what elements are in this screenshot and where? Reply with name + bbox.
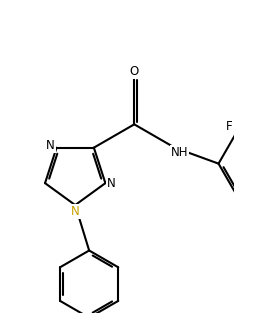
Text: NH: NH xyxy=(171,146,188,159)
Text: N: N xyxy=(46,139,55,152)
Text: F: F xyxy=(226,120,233,133)
Text: N: N xyxy=(107,177,116,190)
Text: O: O xyxy=(130,65,139,78)
Text: N: N xyxy=(71,205,80,218)
